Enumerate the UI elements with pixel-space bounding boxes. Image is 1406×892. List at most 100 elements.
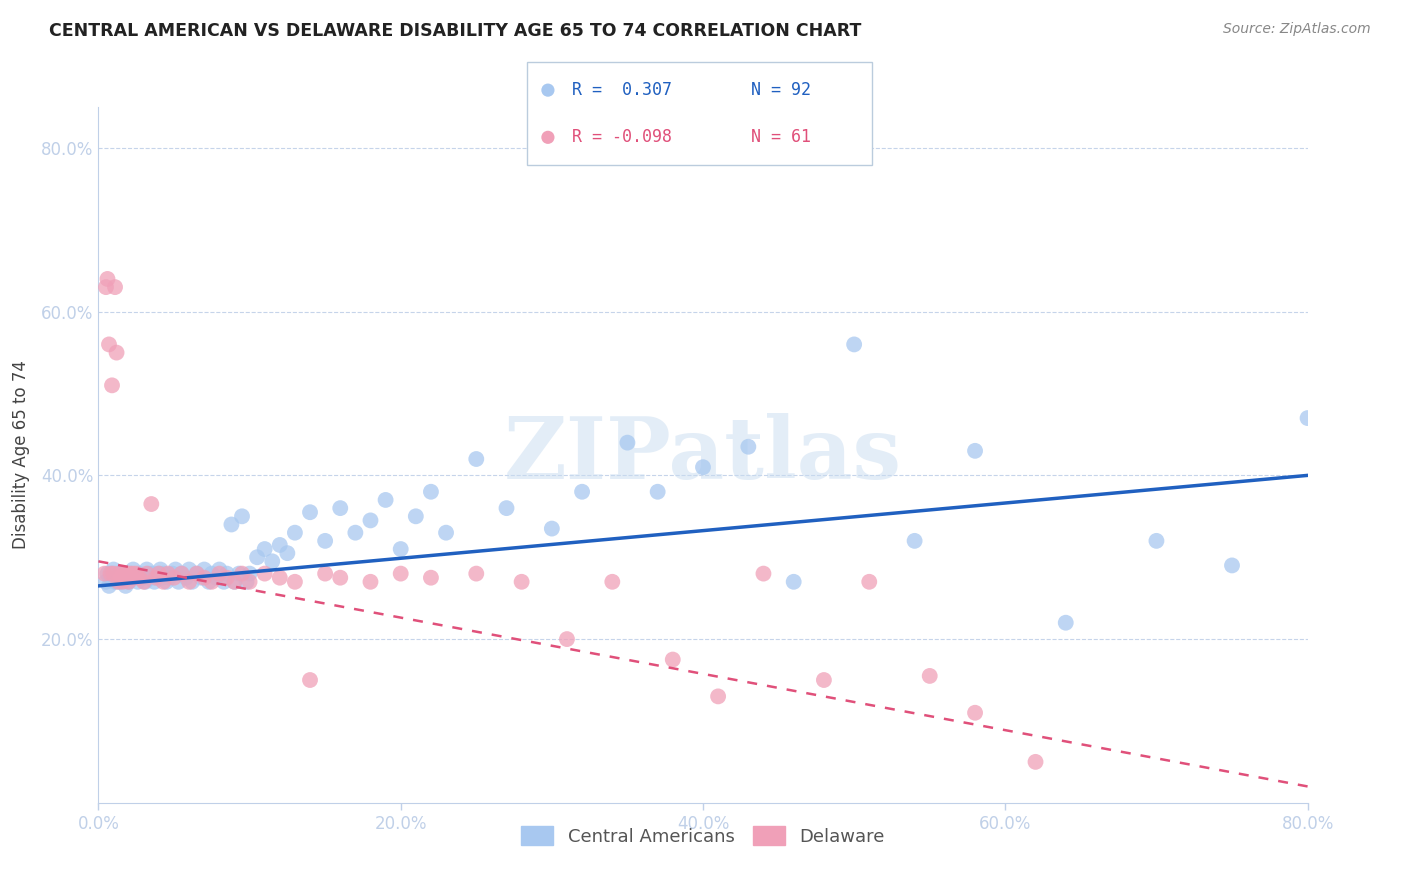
Point (159, 571, 181, 585)
Point (231, 509, 253, 524)
Point (179, 562, 201, 576)
Point (661, 652, 683, 666)
Text: N = 61: N = 61 (751, 128, 811, 146)
Point (125, 571, 148, 585)
Point (98, 579, 121, 593)
Point (253, 542, 276, 557)
Point (94, 280, 117, 294)
Point (284, 525, 307, 540)
Point (167, 574, 190, 589)
Legend: Central Americans, Delaware: Central Americans, Delaware (513, 819, 893, 853)
Text: N = 92: N = 92 (751, 81, 811, 99)
Point (107, 571, 129, 585)
Point (179, 574, 201, 589)
Point (163, 571, 186, 585)
Point (145, 571, 167, 585)
Point (125, 566, 148, 581)
Point (155, 574, 177, 589)
Point (571, 484, 593, 499)
Point (121, 571, 143, 585)
Point (152, 566, 174, 581)
Point (208, 566, 231, 581)
Point (127, 574, 149, 589)
Point (465, 452, 488, 467)
Point (540, 522, 562, 536)
Point (389, 542, 412, 557)
Text: ZIPatlas: ZIPatlas (503, 413, 903, 497)
Text: R =  0.307: R = 0.307 (572, 81, 672, 99)
Point (314, 533, 336, 548)
Point (145, 571, 167, 585)
Point (647, 484, 669, 499)
Point (142, 566, 165, 581)
Point (128, 571, 150, 585)
Point (1024, 755, 1046, 769)
Point (1220, 558, 1243, 573)
Point (246, 550, 269, 565)
Point (269, 538, 291, 552)
Text: CENTRAL AMERICAN VS DELAWARE DISABILITY AGE 65 TO 74 CORRELATION CHART: CENTRAL AMERICAN VS DELAWARE DISABILITY … (49, 22, 862, 40)
Point (434, 525, 457, 540)
Point (150, 571, 173, 585)
Point (1144, 533, 1167, 548)
Point (149, 562, 172, 576)
Point (752, 566, 775, 581)
Point (329, 571, 352, 585)
Point (602, 574, 624, 589)
Point (510, 574, 533, 589)
Point (101, 566, 124, 581)
Point (329, 501, 352, 516)
Point (135, 562, 157, 576)
Point (114, 571, 136, 585)
Point (737, 440, 759, 454)
Point (918, 669, 941, 683)
Point (420, 571, 443, 585)
Point (107, 574, 129, 589)
Point (228, 566, 250, 581)
Point (253, 566, 276, 581)
Point (104, 574, 127, 589)
Point (174, 571, 197, 585)
Point (314, 566, 336, 581)
Point (858, 574, 880, 589)
Point (186, 566, 208, 581)
Point (156, 566, 179, 581)
Point (148, 566, 170, 581)
Point (813, 673, 835, 687)
Point (783, 574, 806, 589)
Point (165, 562, 187, 576)
Point (170, 566, 193, 581)
Point (132, 571, 155, 585)
Point (96, 566, 118, 581)
Point (132, 574, 155, 589)
Point (93, 566, 115, 581)
Point (103, 566, 125, 581)
Point (143, 574, 166, 589)
Point (134, 574, 156, 589)
Point (193, 571, 215, 585)
Point (555, 632, 578, 646)
Point (98, 337, 121, 351)
Point (208, 562, 231, 576)
Point (128, 566, 150, 581)
Point (148, 566, 170, 581)
Point (105, 566, 128, 581)
Point (537, 83, 560, 97)
Point (111, 574, 134, 589)
Point (96, 272, 118, 286)
Point (122, 566, 145, 581)
Point (114, 579, 136, 593)
Text: R = -0.098: R = -0.098 (572, 128, 672, 146)
Point (110, 571, 132, 585)
Point (239, 574, 262, 589)
Point (215, 566, 238, 581)
Point (262, 554, 284, 568)
Point (269, 571, 291, 585)
Point (276, 546, 298, 560)
Point (118, 574, 141, 589)
Point (170, 566, 193, 581)
Point (111, 566, 134, 581)
Point (284, 574, 307, 589)
Point (224, 574, 246, 589)
Point (105, 345, 128, 359)
